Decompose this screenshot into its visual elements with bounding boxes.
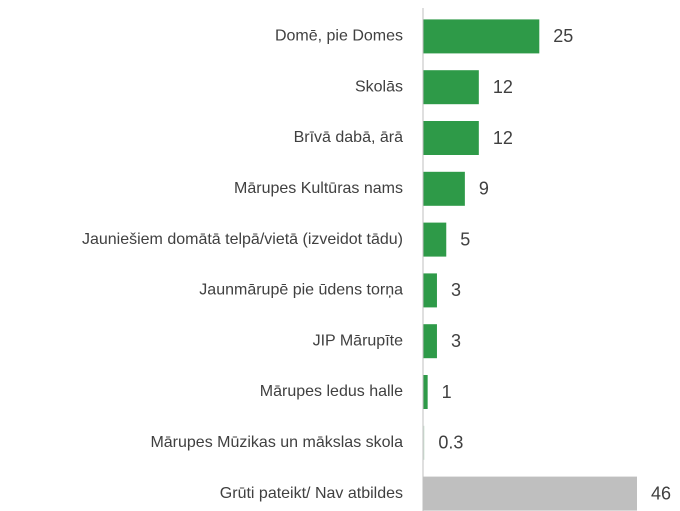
value-label: 5 (460, 229, 470, 249)
value-label: 9 (479, 179, 489, 199)
value-label: 3 (451, 331, 461, 351)
bar (423, 425, 425, 460)
category-label: JIP Mārupīte (313, 332, 404, 349)
value-label: 3 (451, 280, 461, 300)
category-label: Grūti pateikt/ Nav atbildes (220, 485, 403, 502)
category-label: Mārupes Mūzikas un mākslas skola (150, 434, 403, 451)
value-label: 12 (493, 77, 513, 97)
value-label: 1 (442, 382, 452, 402)
bar (423, 222, 447, 257)
bar (423, 324, 437, 359)
category-label: Jaunmārupē pie ūdens torņa (199, 282, 403, 299)
bar (423, 273, 437, 308)
category-label: Jauniešiem domātā telpā/vietā (izveidot … (82, 231, 403, 248)
category-label: Domē, pie Domes (275, 28, 403, 45)
category-label: Skolās (355, 78, 403, 95)
bar (423, 121, 479, 155)
value-label: 25 (553, 26, 573, 46)
bar (423, 476, 637, 511)
category-label: Brīvā dabā, ārā (294, 129, 404, 146)
category-label: Mārupes Kultūras nams (234, 180, 403, 197)
bar (423, 375, 428, 409)
value-label: 46 (651, 483, 671, 503)
category-label: Mārupes ledus halle (260, 383, 403, 400)
bar (423, 70, 479, 105)
bar (423, 19, 540, 54)
value-label: 12 (493, 128, 513, 148)
value-label: 0.3 (438, 433, 463, 453)
bar (423, 171, 465, 206)
